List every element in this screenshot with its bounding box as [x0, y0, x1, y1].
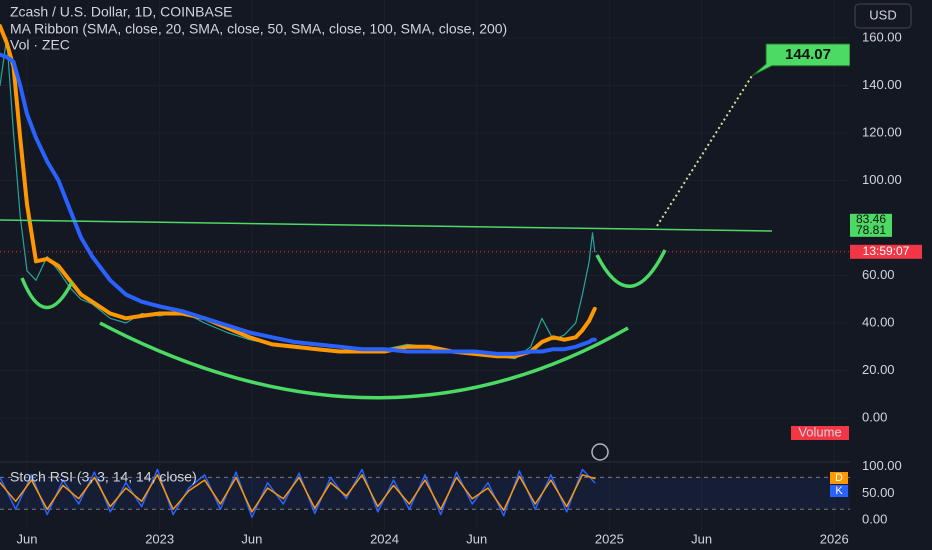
y-tick-label: 50.00 — [862, 485, 895, 500]
x-tick-label: 2024 — [370, 531, 399, 546]
y-tick-label: 140.00 — [862, 77, 902, 92]
series-line — [0, 474, 596, 513]
y-tick-label: 120.00 — [862, 124, 902, 139]
y-tick-label: 0.00 — [862, 511, 887, 526]
countdown-bg — [850, 244, 922, 259]
series-line — [0, 24, 597, 359]
price-tag-bg — [850, 224, 892, 237]
price-tag: 83.46 — [856, 212, 886, 226]
price-tag: 78.81 — [856, 223, 886, 237]
stoch-legend: Stoch RSI (3, 3, 14, 14, close) — [10, 469, 197, 485]
y-tick-label: 100.00 — [862, 458, 902, 473]
resistance-line — [0, 219, 773, 232]
volume-legend: Vol · ZEC — [10, 37, 70, 53]
countdown: 13:59:07 — [863, 244, 910, 258]
y-tick-label: 160.00 — [862, 29, 902, 44]
stoch-tag-bg — [830, 485, 848, 497]
cup-drawing — [99, 321, 629, 400]
x-tick-label: Jun — [16, 531, 37, 546]
stoch-tag: D — [835, 472, 843, 484]
stoch-band — [0, 477, 850, 510]
cup-drawing — [595, 249, 667, 288]
y-tick-label: 100.00 — [862, 172, 902, 187]
y-tick-label: 40.00 — [862, 314, 895, 329]
volume-tag: Volume — [798, 424, 841, 439]
series-line — [0, 52, 597, 356]
x-tick-label: Jun — [691, 531, 712, 546]
axis-bg — [850, 530, 932, 550]
currency[interactable]: USD — [869, 7, 896, 22]
currency-button[interactable] — [854, 3, 912, 29]
event-icon — [591, 443, 609, 461]
volume-tag-bg — [791, 426, 849, 440]
axis-bg — [850, 0, 932, 550]
x-tick-label: 2025 — [595, 531, 624, 546]
y-tick-label: 60.00 — [862, 267, 895, 282]
y-tick-label: 0.00 — [862, 409, 887, 424]
x-tick-label: 2026 — [820, 531, 849, 546]
axis-bg — [0, 530, 850, 550]
stoch-tag: K — [835, 485, 843, 497]
symbol-title: Zcash / U.S. Dollar, 1D, COINBASE — [10, 4, 233, 20]
series-line — [0, 468, 596, 519]
indicator-legend: MA Ribbon (SMA, close, 20, SMA, close, 5… — [10, 21, 507, 37]
x-tick-label: 2023 — [145, 531, 174, 546]
target-label: 144.07 — [785, 46, 831, 63]
x-tick-label: Jun — [241, 531, 262, 546]
y-tick-label: 20.00 — [862, 362, 895, 377]
stoch-tag-bg — [830, 472, 848, 484]
x-tick-label: Jun — [466, 531, 487, 546]
price-tag-bg — [850, 213, 892, 226]
cup-drawing — [20, 277, 74, 310]
